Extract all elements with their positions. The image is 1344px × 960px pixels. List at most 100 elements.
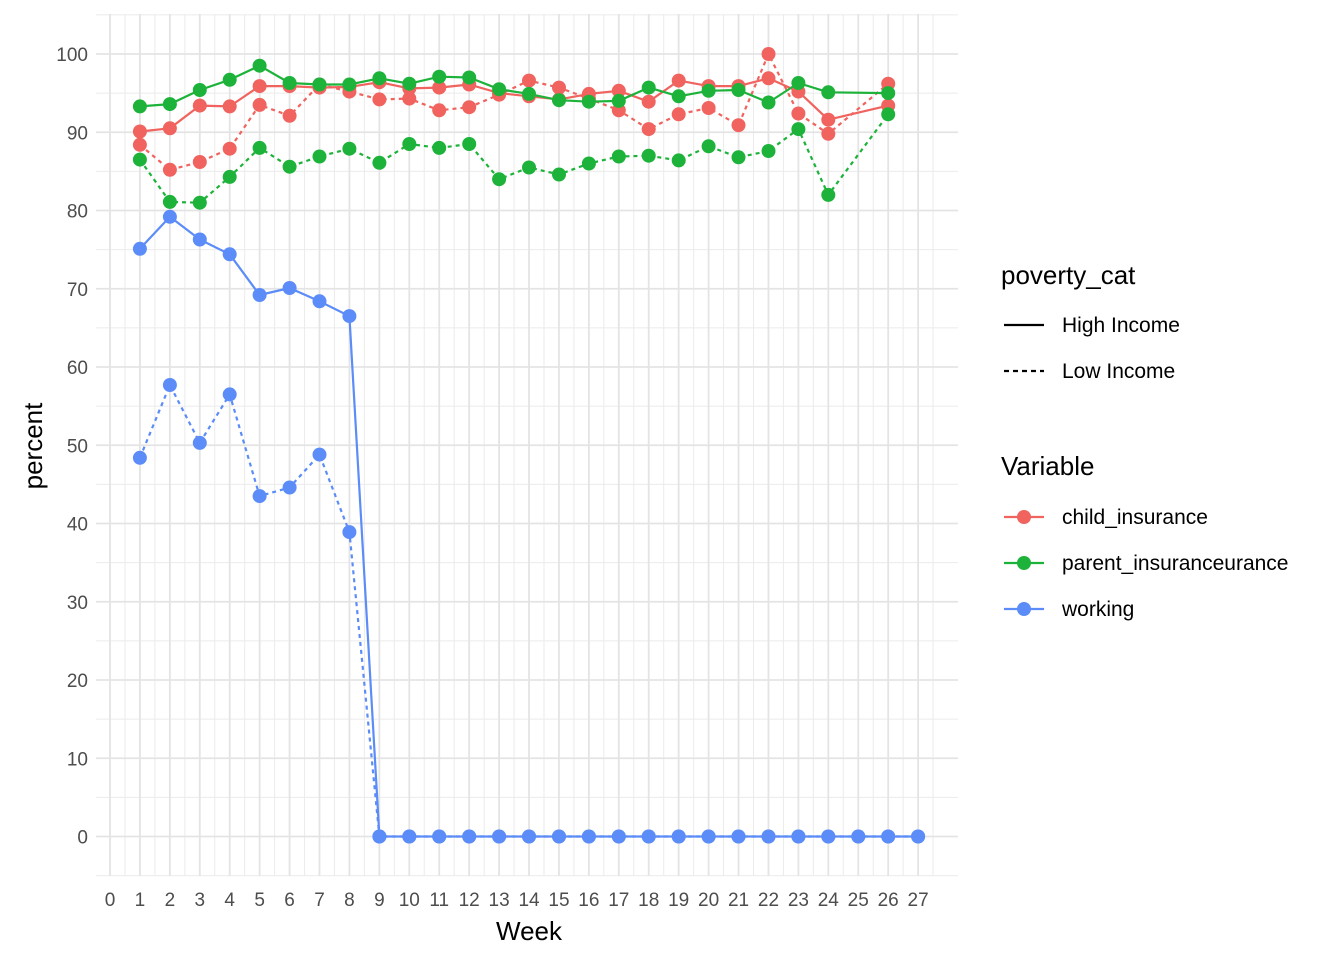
y-tick-label: 70 — [67, 280, 88, 301]
data-point-working-low-income — [462, 829, 477, 844]
data-point-child-insurance-low-income — [282, 108, 297, 123]
x-tick-label: 25 — [848, 890, 869, 911]
data-point-parent-insuranceurance-low-income — [132, 152, 147, 167]
data-point-child-insurance-low-income — [701, 101, 716, 115]
data-point-parent-insuranceurance-low-income — [821, 187, 836, 202]
y-tick-label: 80 — [67, 202, 88, 223]
data-point-parent-insuranceurance-low-income — [192, 195, 207, 210]
data-point-parent-insuranceurance-low-income — [522, 160, 536, 175]
data-point-working-high-income — [222, 247, 237, 262]
data-point-child-insurance-low-income — [731, 118, 746, 133]
legend-variable: Variable child_insurance parent_insuranc… — [1001, 451, 1289, 621]
data-point-working-low-income — [312, 447, 327, 462]
data-point-child-insurance-high-income — [162, 121, 177, 136]
data-point-parent-insuranceurance-high-income — [402, 76, 417, 91]
y-tick-label: 40 — [67, 515, 88, 536]
y-axis-title: percent — [18, 402, 48, 489]
data-point-working-high-income — [252, 288, 267, 302]
y-tick-label: 20 — [67, 671, 88, 692]
data-point-parent-insuranceurance-low-income — [731, 150, 746, 165]
x-tick-label: 14 — [518, 890, 540, 911]
data-point-parent-insuranceurance-high-income — [522, 86, 536, 101]
data-point-working-low-income — [252, 489, 267, 504]
legend-label-working: working — [1061, 598, 1134, 621]
x-tick-label: 2 — [165, 890, 176, 911]
data-point-child-insurance-high-income — [671, 73, 686, 88]
data-point-working-low-income — [611, 829, 626, 844]
data-point-working-low-income — [402, 829, 417, 844]
x-axis-title: Week — [496, 916, 563, 946]
y-tick-label: 90 — [67, 123, 88, 144]
data-point-working-low-income — [821, 829, 836, 844]
x-tick-label: 26 — [878, 890, 899, 911]
data-point-child-insurance-low-income — [162, 162, 177, 177]
data-point-working-high-income — [282, 281, 297, 295]
data-point-working-low-income — [791, 829, 806, 844]
data-point-parent-insuranceurance-high-income — [791, 76, 806, 90]
data-point-child-insurance-high-income — [761, 71, 776, 86]
data-point-parent-insuranceurance-low-income — [671, 153, 686, 168]
data-point-working-low-income — [162, 378, 177, 392]
x-tick-label: 0 — [105, 890, 116, 911]
data-point-parent-insuranceurance-high-income — [581, 94, 596, 109]
data-point-child-insurance-low-income — [252, 97, 267, 112]
data-point-parent-insuranceurance-low-income — [701, 139, 716, 154]
x-tick-label: 18 — [638, 890, 659, 911]
y-tick-label: 10 — [67, 749, 88, 770]
data-point-parent-insuranceurance-high-income — [132, 99, 147, 114]
data-point-working-high-income — [192, 232, 207, 247]
x-tick-label: 24 — [818, 890, 840, 911]
data-point-working-low-income — [641, 829, 656, 844]
data-point-parent-insuranceurance-high-income — [372, 71, 387, 86]
data-point-child-insurance-high-income — [252, 79, 267, 94]
data-point-parent-insuranceurance-low-income — [342, 141, 357, 156]
data-point-parent-insuranceurance-low-income — [162, 194, 177, 209]
data-point-working-low-income — [761, 829, 776, 844]
data-point-parent-insuranceurance-low-income — [432, 140, 447, 155]
data-point-parent-insuranceurance-high-income — [432, 69, 447, 84]
legend-title-poverty-cat: poverty_cat — [1001, 260, 1136, 290]
legend-label-child-insurance: child_insurance — [1062, 506, 1208, 529]
x-tick-label: 16 — [578, 890, 599, 911]
x-tick-label: 9 — [374, 890, 385, 911]
data-point-child-insurance-low-income — [462, 100, 477, 115]
data-point-working-low-income — [372, 829, 387, 844]
data-point-working-low-income — [282, 480, 297, 495]
data-point-parent-insuranceurance-low-income — [761, 144, 776, 158]
data-point-parent-insuranceurance-high-income — [761, 95, 776, 110]
data-point-working-low-income — [731, 829, 746, 844]
data-point-working-low-income — [432, 829, 447, 844]
data-point-child-insurance-low-income — [671, 107, 686, 122]
data-point-working-low-income — [851, 829, 866, 844]
data-point-child-insurance-high-income — [432, 80, 447, 95]
x-tick-label: 11 — [429, 890, 449, 911]
x-tick-label: 21 — [728, 890, 749, 911]
data-point-parent-insuranceurance-low-income — [372, 155, 387, 170]
series-points — [132, 47, 926, 844]
data-point-parent-insuranceurance-low-income — [641, 148, 656, 163]
x-tick-label: 3 — [195, 890, 206, 911]
x-tick-label: 27 — [908, 890, 929, 911]
data-point-working-high-income — [342, 309, 357, 324]
legend-title-variable: Variable — [1001, 451, 1094, 481]
y-tick-labels: 0 10 20 30 40 50 60 70 80 90 100 — [56, 45, 88, 849]
x-tick-label: 22 — [758, 890, 779, 911]
data-point-parent-insuranceurance-high-income — [252, 58, 267, 73]
data-point-parent-insuranceurance-high-income — [641, 80, 656, 95]
x-tick-label: 5 — [254, 890, 265, 911]
data-point-child-insurance-high-income — [641, 94, 656, 109]
data-point-working-low-income — [222, 387, 237, 402]
x-tick-label: 23 — [788, 890, 809, 911]
x-tick-label: 13 — [489, 890, 510, 911]
data-point-parent-insuranceurance-high-income — [222, 72, 237, 87]
legend-poverty-cat: poverty_cat High Income Low Income — [1001, 260, 1180, 383]
data-point-parent-insuranceurance-high-income — [342, 77, 357, 92]
x-tick-label: 6 — [284, 890, 295, 911]
y-tick-label: 30 — [67, 593, 88, 614]
x-tick-label: 15 — [548, 890, 569, 911]
data-point-child-insurance-high-income — [611, 83, 626, 98]
data-point-child-insurance-low-income — [432, 103, 447, 118]
x-tick-label: 10 — [399, 890, 420, 911]
data-point-working-low-income — [342, 525, 357, 540]
